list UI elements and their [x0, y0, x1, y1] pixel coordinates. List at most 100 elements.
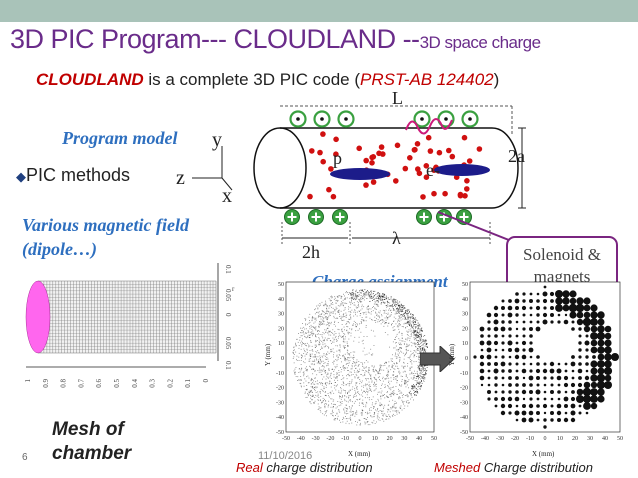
x-tick-label: 40	[416, 436, 422, 442]
intro-close: )	[493, 70, 500, 89]
particle-dot	[436, 149, 443, 156]
particle-dots	[307, 131, 483, 200]
meshed-point	[515, 376, 519, 380]
meshed-point	[557, 362, 561, 366]
meshed-point	[585, 355, 589, 359]
meshed-point	[542, 319, 548, 325]
meshed-ylabel: Y (mm)	[448, 343, 456, 366]
meshed-point	[529, 341, 533, 345]
meshed-xlabel: X (mm)	[532, 450, 555, 458]
meshed-point	[494, 355, 498, 359]
meshed-point	[507, 340, 513, 346]
meshed-point	[590, 311, 598, 319]
meshed-point	[556, 368, 562, 374]
meshed-point	[575, 303, 585, 313]
magnet-plus-icon	[416, 209, 432, 225]
meshed-point	[597, 360, 605, 368]
meshed-point	[515, 383, 519, 387]
meshed-point	[570, 417, 576, 423]
x-tick-label: 30	[401, 436, 407, 442]
x-tick-label: 10	[372, 436, 378, 442]
meshed-point	[597, 367, 605, 375]
meshed-point	[536, 411, 540, 415]
meshed-point	[487, 376, 491, 380]
particle-dot	[394, 142, 401, 149]
real-ylabel: Y (mm)	[264, 343, 272, 366]
meshed-point	[582, 317, 592, 327]
real-caption-rest: charge distribution	[262, 460, 373, 475]
meshed-point	[500, 410, 506, 416]
mesh-axis-label: r	[232, 285, 235, 293]
meshed-point	[480, 334, 484, 338]
particle-dot	[464, 178, 470, 184]
particle-dot	[356, 145, 362, 152]
meshed-caption: Meshed Charge distribution	[434, 460, 593, 475]
meshed-point	[536, 320, 540, 324]
y-tick-label: 40	[462, 297, 468, 303]
mesh-axis-tick: 0.7	[77, 379, 85, 388]
meshed-point	[596, 380, 606, 390]
meshed-point	[604, 360, 612, 368]
meshed-point	[514, 347, 520, 353]
meshed-point	[555, 304, 563, 312]
meshed-point	[549, 361, 555, 367]
meshed-point	[550, 320, 554, 324]
radius-2a-label: 2a	[508, 146, 525, 166]
meshed-point	[556, 410, 562, 416]
meshed-point	[590, 374, 598, 382]
meshed-point	[549, 368, 555, 374]
magnet-plus-icon	[332, 209, 348, 225]
meshed-point	[500, 403, 506, 409]
x-tick-label: -40	[481, 436, 489, 442]
meshed-point	[585, 411, 589, 415]
meshed-point	[562, 290, 570, 298]
meshed-point	[542, 298, 548, 304]
meshed-point	[571, 390, 575, 394]
meshed-point	[493, 326, 499, 332]
meshed-point	[494, 397, 498, 401]
x-tick-label: -20	[511, 436, 519, 442]
meshed-point	[521, 389, 527, 395]
meshed-point	[493, 312, 499, 318]
meshed-point	[590, 339, 598, 347]
meshed-point	[563, 417, 569, 423]
meshed-point	[508, 348, 512, 352]
meshed-point	[590, 360, 598, 368]
meshed-point	[521, 354, 527, 360]
meshed-point	[590, 318, 598, 326]
title-main: 3D PIC Program--- CLOUDLAND --	[10, 24, 420, 54]
chamber-mesh-plot: 1 0.9 0.8 0.7 0.6 0.5 0.4 0.3 0.2 0.1 0 0.10.0500.…	[24, 263, 235, 388]
meshed-point	[576, 388, 584, 396]
particle-dot	[333, 151, 339, 157]
pic-methods-item: ◆PIC methods	[16, 165, 130, 186]
y-tick-label: 10	[278, 341, 284, 347]
meshed-point	[521, 305, 527, 311]
particle-dot	[333, 136, 339, 143]
meshed-point	[542, 403, 548, 409]
particle-dot	[376, 150, 382, 157]
meshed-point	[508, 320, 512, 324]
mesh-axis-tick: 0.4	[131, 379, 139, 388]
meshed-point	[522, 376, 526, 380]
y-tick-label: 0	[281, 356, 284, 362]
mesh-side-ticks: 0.1 0.05 0 0.05 0.1	[224, 265, 232, 370]
bottom-magnet-row	[284, 209, 472, 225]
meshed-point	[562, 297, 570, 305]
meshed-point	[543, 397, 547, 401]
axis-x-label: x	[222, 185, 232, 207]
meshed-point	[584, 340, 590, 346]
meshed-point	[536, 313, 540, 317]
meshed-point	[515, 334, 519, 338]
proton-label: p	[333, 148, 342, 168]
meshed-point	[583, 304, 591, 312]
electron-label: e-	[426, 160, 440, 180]
meshed-point	[543, 411, 547, 415]
meshed-point	[501, 320, 505, 324]
meshed-point	[514, 410, 520, 416]
particle-dot	[449, 153, 456, 160]
solenoid-ring-icon	[461, 110, 479, 128]
meshed-point	[486, 354, 492, 360]
intro-ref: PRST-AB 124402	[360, 70, 494, 89]
meshed-point	[515, 313, 519, 317]
particle-dot	[442, 190, 448, 197]
